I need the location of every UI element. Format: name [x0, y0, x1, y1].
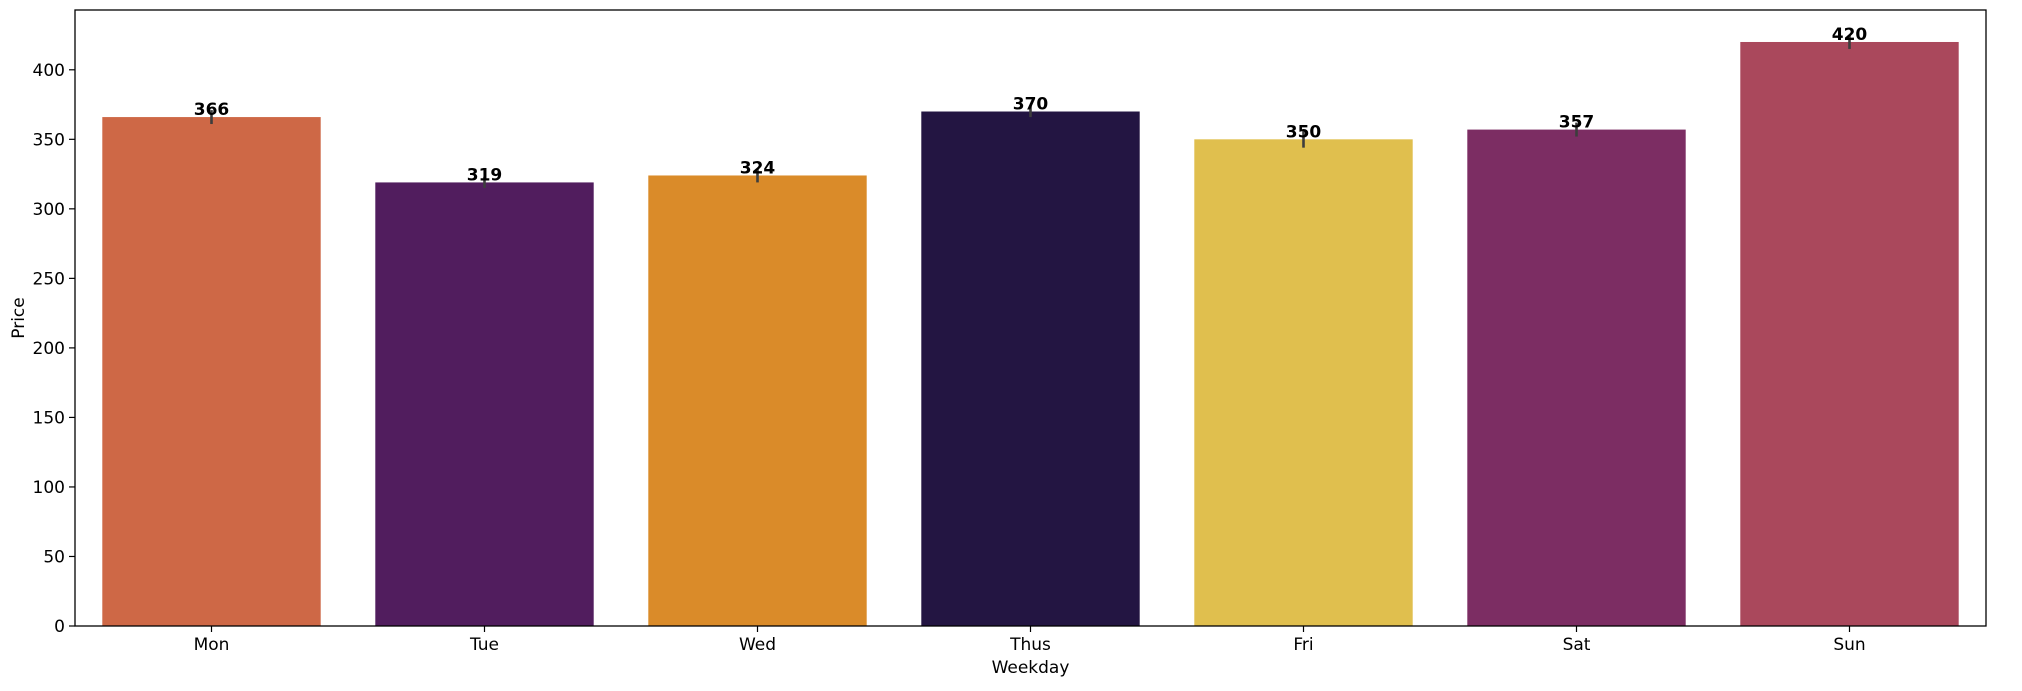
- bar-thus: [921, 111, 1140, 626]
- y-tick-label-150: 150: [33, 408, 65, 428]
- y-tick-label-200: 200: [33, 339, 65, 359]
- value-label-fri: 350: [1286, 122, 1322, 142]
- value-label-tue: 319: [467, 165, 503, 185]
- value-label-sun: 420: [1832, 25, 1868, 45]
- x-tick-label-fri: Fri: [1293, 635, 1313, 655]
- y-tick-label-50: 50: [43, 547, 65, 567]
- bars-layer: [102, 41, 1959, 627]
- y-tick-label-400: 400: [33, 61, 65, 81]
- y-tick-label-350: 350: [33, 130, 65, 150]
- bar-mon: [102, 117, 321, 626]
- y-axis: 0 50 100 150 200 250 300 350 400: [33, 61, 75, 637]
- value-label-sat: 357: [1559, 113, 1595, 133]
- x-axis-title: Weekday: [992, 658, 1070, 678]
- x-tick-label-mon: Mon: [194, 635, 230, 655]
- x-tick-label-wed: Wed: [739, 635, 776, 655]
- value-label-thus: 370: [1013, 95, 1049, 115]
- y-tick-label-300: 300: [33, 200, 65, 220]
- x-tick-label-sat: Sat: [1563, 635, 1591, 655]
- bar-sun: [1740, 41, 1959, 627]
- bar-fri: [1194, 139, 1413, 626]
- bar-sat: [1467, 129, 1686, 626]
- bar-tue: [375, 182, 594, 626]
- y-axis-title: Price: [9, 297, 29, 338]
- x-tick-label-thus: Thus: [1009, 635, 1051, 655]
- x-tick-label-tue: Tue: [469, 635, 499, 655]
- y-tick-label-250: 250: [33, 269, 65, 289]
- x-tick-label-sun: Sun: [1833, 635, 1865, 655]
- error-bars-layer: [210, 35, 1851, 188]
- y-tick-label-100: 100: [33, 478, 65, 498]
- value-labels-layer: 366 319 324 370 350 357 420: [194, 25, 1868, 185]
- value-label-mon: 366: [194, 100, 230, 120]
- bar-wed: [648, 175, 867, 626]
- y-tick-label-0: 0: [54, 617, 65, 637]
- value-label-wed: 324: [740, 158, 776, 178]
- x-axis: Mon Tue Wed Thus Fri Sat Sun: [194, 626, 1866, 655]
